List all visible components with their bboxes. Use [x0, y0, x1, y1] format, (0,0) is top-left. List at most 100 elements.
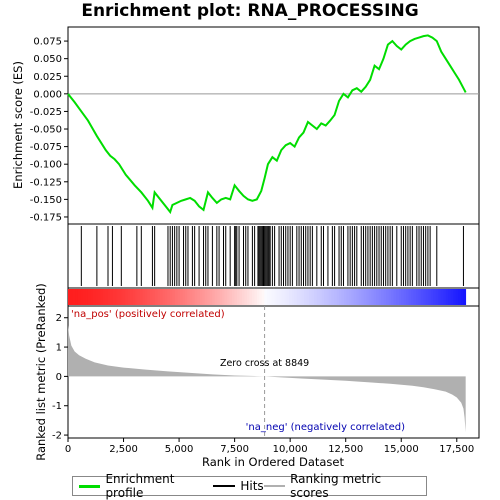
- heatmap-cell: [383, 289, 387, 305]
- heatmap-cell: [408, 289, 412, 305]
- heatmap-cell: [214, 289, 218, 305]
- x-tick-label: 0: [65, 444, 71, 455]
- heatmap-cell: [420, 289, 424, 305]
- es-y-axis-title: Enrichment score (ES): [11, 61, 25, 189]
- heatmap-cell: [199, 289, 203, 305]
- heatmap-cell: [172, 289, 176, 305]
- ranking-y-tick-label: 0: [56, 372, 62, 383]
- heatmap-cell: [366, 289, 370, 305]
- x-tick-label: 5,000: [165, 444, 194, 455]
- heatmap-cell: [430, 289, 434, 305]
- es-y-tick-label: -0.025: [30, 107, 62, 118]
- heatmap-cell: [271, 289, 275, 305]
- heatmap-cell: [147, 289, 151, 305]
- heatmap-cell: [127, 289, 131, 305]
- heatmap-cell: [331, 289, 335, 305]
- heatmap-cell: [77, 289, 81, 305]
- heatmap-cell: [415, 289, 419, 305]
- heatmap-cell: [120, 289, 124, 305]
- heatmap-cell: [309, 289, 312, 305]
- heatmap-cell: [391, 289, 394, 305]
- ranking-metric-area: [68, 325, 466, 433]
- heatmap-cell: [179, 289, 183, 305]
- heatmap-cell: [75, 289, 79, 305]
- es-y-tick-label: -0.125: [30, 177, 62, 188]
- heatmap-cell: [207, 289, 211, 305]
- heatmap-cell: [458, 289, 462, 305]
- heatmap-cell: [328, 289, 332, 305]
- legend-label-hits: Hits: [240, 479, 264, 493]
- heatmap-cell: [251, 289, 255, 305]
- heatmap-cell: [194, 289, 198, 305]
- heatmap-cell: [234, 289, 238, 305]
- x-tick-label: 17,500: [439, 444, 474, 455]
- negative-correlation-label: 'na_neg' (negatively correlated): [246, 422, 405, 433]
- heatmap-cell: [301, 289, 305, 305]
- heatmap-cell: [90, 289, 94, 305]
- heatmap-cell: [445, 289, 449, 305]
- heatmap-cell: [256, 289, 260, 305]
- heatmap-cell: [378, 289, 382, 305]
- x-tick-label: 10,000: [273, 444, 308, 455]
- heatmap-cell: [333, 289, 337, 305]
- heatmap-cell: [241, 289, 245, 305]
- heatmap-cell: [189, 289, 193, 305]
- heatmap-cell: [244, 289, 248, 305]
- heatmap-cell: [425, 289, 429, 305]
- heatmap-cell: [105, 289, 109, 305]
- heatmap-cell: [169, 289, 173, 305]
- heatmap-cell: [440, 289, 444, 305]
- heatmap-cell: [304, 289, 308, 305]
- chart-title: Enrichment plot: RNA_PROCESSING: [81, 1, 419, 21]
- heatmap-cell: [284, 289, 288, 305]
- heatmap-cell: [299, 289, 303, 305]
- heatmap-cell: [381, 289, 385, 305]
- heatmap-cell: [398, 289, 402, 305]
- heatmap-cell: [192, 289, 196, 305]
- heatmap-cell: [107, 289, 111, 305]
- heatmap-cell: [246, 289, 250, 305]
- legend-label-enrichment: Enrichment profile: [105, 472, 175, 500]
- heatmap-cell: [346, 289, 350, 305]
- heatmap-cell: [152, 289, 156, 305]
- heatmap-cell: [343, 289, 347, 305]
- heatmap-cell: [232, 289, 235, 305]
- heatmap-cell: [286, 289, 290, 305]
- ranking-y-tick-label: -1: [52, 401, 62, 412]
- heatmap-cell: [219, 289, 223, 305]
- x-axis: 0 2,500 5,000 7,500 10,000 12,500 15,000 17,500: [65, 438, 474, 455]
- heatmap-cell: [97, 289, 101, 305]
- heatmap-cell: [336, 289, 340, 305]
- zero-cross-label: Zero cross at 8849: [220, 358, 309, 369]
- heatmap-cell: [353, 289, 357, 305]
- heatmap-cell: [102, 289, 106, 305]
- heatmap-cell: [68, 289, 71, 305]
- heatmap-cell: [401, 289, 404, 305]
- heatmap-cell: [261, 289, 265, 305]
- legend: Enrichment profile Hits Ranking metric s…: [72, 472, 427, 500]
- heatmap-cell: [209, 289, 213, 305]
- heatmap-cell: [177, 289, 181, 305]
- heatmap-cell: [373, 289, 377, 305]
- heatmap-cell: [239, 289, 243, 305]
- enrichment-profile-line: [67, 34, 467, 215]
- heatmap-cell: [254, 289, 258, 305]
- legend-label-ranking: Ranking metric scores: [290, 472, 382, 500]
- x-tick-label: 12,500: [328, 444, 363, 455]
- ranking-y-axis-title: Ranked list metric (PreRanked): [34, 283, 48, 461]
- es-y-tick-label: -0.150: [30, 195, 62, 206]
- heatmap-cell: [423, 289, 427, 305]
- heatmap-cell: [403, 289, 407, 305]
- heatmap-cell: [92, 289, 96, 305]
- heatmap-cell: [296, 289, 300, 305]
- heatmap-cell: [435, 289, 439, 305]
- heatmap-cell: [112, 289, 116, 305]
- es-y-tick-label: -0.175: [30, 212, 62, 223]
- heatmap-cell: [413, 289, 417, 305]
- heatmap-cell: [130, 289, 134, 305]
- heatmap-cell: [110, 289, 114, 305]
- heatmap-cell: [132, 289, 136, 305]
- legend-swatch-hits: [213, 485, 236, 487]
- heatmap-cell: [157, 289, 161, 305]
